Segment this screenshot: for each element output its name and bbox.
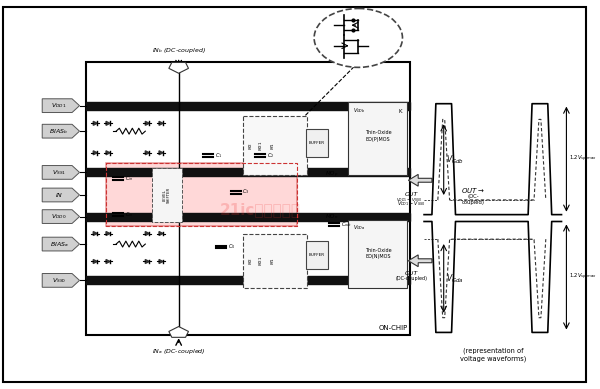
Polygon shape xyxy=(169,326,188,337)
Bar xyxy=(86,63,410,335)
Text: $IN_b$ (DC-coupled): $IN_b$ (DC-coupled) xyxy=(152,46,206,54)
Bar xyxy=(306,241,328,269)
Text: $M1$: $M1$ xyxy=(269,142,277,150)
Text: $V_{Gdb}$: $V_{Gdb}$ xyxy=(446,153,464,166)
Bar xyxy=(86,277,410,284)
Text: $M2$: $M2$ xyxy=(247,257,254,265)
Text: $C_1$: $C_1$ xyxy=(215,151,222,160)
Text: $C_{out}$: $C_{out}$ xyxy=(341,220,352,229)
Polygon shape xyxy=(42,210,80,223)
Polygon shape xyxy=(42,188,80,202)
Polygon shape xyxy=(106,259,110,263)
Text: Thin-Oxide
ED(P)MOS: Thin-Oxide ED(P)MOS xyxy=(365,130,391,142)
Polygon shape xyxy=(159,259,163,263)
Text: K: K xyxy=(399,109,402,114)
Polygon shape xyxy=(409,255,432,266)
Text: $MO_p$: $MO_p$ xyxy=(325,170,338,180)
Text: ON-CHIP: ON-CHIP xyxy=(378,326,407,331)
Text: $V_{DD1}-V_{SS0}$: $V_{DD1}-V_{SS0}$ xyxy=(397,196,422,204)
Text: $MO_n$: $MO_n$ xyxy=(325,212,338,221)
Text: $C_{in}$: $C_{in}$ xyxy=(125,210,133,219)
Text: $1.2V_{sp,max}$: $1.2V_{sp,max}$ xyxy=(569,154,597,164)
Text: $M21$: $M21$ xyxy=(257,141,263,151)
Bar xyxy=(244,234,307,288)
Text: 21ic电子元器件: 21ic电子元器件 xyxy=(220,202,301,217)
Text: (DC-coupled): (DC-coupled) xyxy=(395,277,427,282)
Bar xyxy=(244,116,307,175)
Ellipse shape xyxy=(314,9,403,67)
Text: $IN$: $IN$ xyxy=(55,191,63,199)
Text: $1.2V_{sp,max}$: $1.2V_{sp,max}$ xyxy=(569,272,597,282)
Polygon shape xyxy=(106,151,110,155)
Text: $C_3$: $C_3$ xyxy=(242,187,250,196)
Text: $M1$: $M1$ xyxy=(269,257,277,265)
Text: OUT: OUT xyxy=(404,271,418,275)
Text: $IN_a$ (DC-coupled): $IN_a$ (DC-coupled) xyxy=(152,347,206,356)
Text: $V_{SS0}$: $V_{SS0}$ xyxy=(52,276,66,285)
Text: $C_2$: $C_2$ xyxy=(267,151,274,160)
Polygon shape xyxy=(93,259,97,263)
Text: $V_{DD1}-V_{SS0}$: $V_{DD1}-V_{SS0}$ xyxy=(397,199,425,208)
Polygon shape xyxy=(409,174,432,186)
Polygon shape xyxy=(42,166,80,179)
Text: BUFFER: BUFFER xyxy=(309,141,325,145)
Polygon shape xyxy=(145,259,149,263)
Polygon shape xyxy=(42,99,80,112)
Text: $V_{DD1}$: $V_{DD1}$ xyxy=(51,101,67,110)
Text: $V_{SS1}$: $V_{SS1}$ xyxy=(52,168,66,177)
Bar xyxy=(306,129,328,157)
Text: $BIAS_a$: $BIAS_a$ xyxy=(50,240,68,249)
Text: (representation of
voltage waveforms): (representation of voltage waveforms) xyxy=(460,347,526,362)
Text: (DC-
coupled): (DC- coupled) xyxy=(461,194,485,205)
Polygon shape xyxy=(169,63,188,73)
Polygon shape xyxy=(106,121,110,125)
Text: OUT: OUT xyxy=(404,192,418,197)
Text: LEVEL
SHIFTER: LEVEL SHIFTER xyxy=(163,187,171,203)
Bar xyxy=(152,168,182,223)
Bar xyxy=(349,102,407,175)
Text: $OUT\rightarrow$: $OUT\rightarrow$ xyxy=(461,186,485,194)
Text: $BIAS_b$: $BIAS_b$ xyxy=(49,127,68,136)
Bar xyxy=(86,213,410,221)
Polygon shape xyxy=(145,121,149,125)
Text: Thin-Oxide
ED(N)MOS: Thin-Oxide ED(N)MOS xyxy=(365,248,391,259)
Polygon shape xyxy=(93,231,97,235)
Polygon shape xyxy=(42,237,80,251)
Polygon shape xyxy=(106,231,110,235)
Polygon shape xyxy=(145,151,149,155)
Polygon shape xyxy=(93,121,97,125)
Polygon shape xyxy=(159,151,163,155)
Bar xyxy=(106,163,298,226)
Text: $C_{in}$: $C_{in}$ xyxy=(125,174,133,183)
Bar xyxy=(86,102,410,110)
Text: BUFFER: BUFFER xyxy=(309,253,325,257)
Bar xyxy=(86,168,410,176)
Text: $M2$: $M2$ xyxy=(247,142,254,150)
Text: $C_0$: $C_0$ xyxy=(228,243,235,251)
Text: $V_{Gda}$: $V_{Gda}$ xyxy=(446,272,463,285)
Bar xyxy=(349,219,407,288)
Polygon shape xyxy=(93,151,97,155)
Polygon shape xyxy=(42,124,80,138)
Text: $V_{GDa}$: $V_{GDa}$ xyxy=(353,223,366,232)
Text: $M21$: $M21$ xyxy=(257,256,263,266)
Polygon shape xyxy=(145,231,149,235)
Polygon shape xyxy=(42,273,80,287)
Polygon shape xyxy=(159,121,163,125)
Text: $V_{GDb}$: $V_{GDb}$ xyxy=(353,106,366,114)
Bar xyxy=(106,163,298,226)
Text: $V_{DD0}$: $V_{DD0}$ xyxy=(51,212,67,221)
Polygon shape xyxy=(159,231,163,235)
